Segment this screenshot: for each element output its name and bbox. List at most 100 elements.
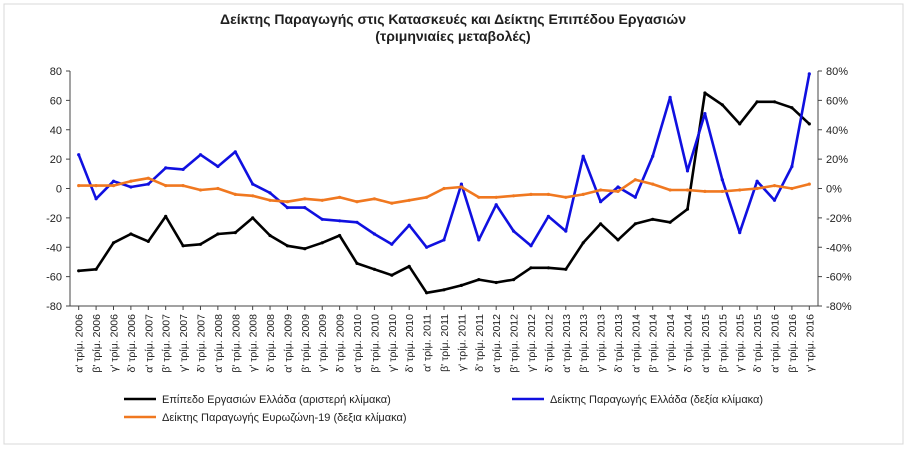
left-tick-label: 0: [56, 184, 62, 196]
data-point: [581, 154, 585, 158]
x-tick-label: γ' τρίμ. 2010: [387, 314, 399, 372]
data-point: [268, 198, 272, 202]
data-point: [772, 184, 777, 188]
data-point: [807, 122, 811, 126]
data-point: [355, 220, 359, 224]
x-tick-label: β' τρίμ. 2012: [509, 314, 521, 373]
data-point: [181, 184, 185, 188]
data-point: [425, 195, 429, 199]
x-tick-label: β' τρίμ. 2013: [578, 314, 590, 373]
data-point: [146, 239, 150, 243]
x-tick-label: β' τρίμ. 2008: [230, 314, 242, 373]
right-tick-label: 0%: [826, 184, 842, 196]
series-lines: [77, 72, 811, 295]
data-point: [372, 267, 376, 271]
data-point: [720, 178, 724, 182]
x-tick-label: γ' τρίμ. 2006: [108, 314, 120, 372]
right-tick-label: -80%: [826, 301, 852, 313]
data-point: [738, 188, 742, 192]
x-tick-label: γ' τρίμ. 2014: [665, 314, 677, 372]
data-point: [790, 186, 794, 191]
data-point: [703, 189, 707, 193]
x-tick-label: β' τρίμ. 2009: [300, 314, 312, 373]
data-point: [372, 197, 376, 201]
data-point: [442, 186, 446, 191]
x-tick-label: γ' τρίμ. 2009: [317, 314, 329, 372]
data-point: [616, 238, 620, 242]
data-point: [407, 264, 411, 268]
data-point: [233, 150, 237, 154]
data-point: [633, 222, 637, 226]
data-point: [668, 95, 672, 99]
data-point: [233, 231, 237, 235]
x-tick-label: β' τρίμ. 2011: [439, 314, 451, 372]
left-tick-label: -20: [46, 213, 62, 225]
left-tick-label: 20: [50, 154, 62, 166]
chart-frame: [3, 3, 904, 445]
data-point: [529, 244, 533, 248]
data-point: [390, 242, 394, 246]
data-point: [77, 269, 81, 273]
right-tick-label: -20%: [826, 213, 852, 225]
data-point: [599, 200, 603, 204]
left-tick-label: -40: [46, 242, 62, 254]
data-point: [511, 278, 516, 282]
legend-label: Επίπεδο Εργασιών Ελλάδα (αριστερή κλίμακ…: [162, 394, 391, 406]
x-tick-label: δ' τρίμ. 2014: [683, 314, 695, 373]
data-point: [564, 267, 568, 271]
chart-subtitle: (τριμηνιαίες μεταβολές): [375, 28, 530, 44]
x-tick-label: γ' τρίμ. 2016: [804, 314, 816, 372]
data-point: [511, 194, 516, 198]
data-point: [546, 266, 551, 270]
data-point: [146, 182, 150, 186]
data-point: [564, 229, 568, 233]
data-point: [477, 278, 481, 282]
data-point: [355, 200, 359, 204]
data-point: [720, 103, 724, 107]
data-point: [755, 100, 759, 104]
x-axis-ticks: α' τρίμ. 2006 β' τρίμ. 2006 γ' τρίμ. 2006 δ…: [74, 306, 816, 373]
data-point: [790, 106, 794, 110]
data-point: [146, 176, 150, 180]
data-point: [320, 198, 324, 202]
data-point: [251, 194, 255, 198]
data-point: [633, 178, 637, 182]
data-point: [599, 222, 603, 226]
data-point: [459, 185, 463, 189]
x-tick-label: δ' τρίμ. 2015: [752, 314, 764, 373]
data-point: [651, 154, 655, 158]
x-tick-label: γ' τρίμ. 2007: [178, 314, 190, 372]
x-tick-label: γ' τρίμ. 2013: [596, 314, 608, 372]
x-tick-label: α' τρίμ. 2013: [561, 314, 573, 373]
data-point: [546, 192, 551, 196]
data-point: [425, 245, 429, 249]
data-point: [807, 72, 811, 76]
data-point: [285, 200, 289, 204]
x-tick-label: α' τρίμ. 2006: [74, 314, 86, 373]
right-tick-label: 40%: [826, 125, 848, 137]
x-tick-label: β' τρίμ. 2014: [648, 314, 660, 373]
data-point: [164, 166, 168, 170]
data-point: [633, 195, 637, 199]
data-point: [268, 233, 272, 238]
data-point: [807, 182, 811, 186]
x-tick-label: γ' τρίμ. 2008: [248, 314, 260, 372]
right-tick-label: 80%: [826, 66, 848, 78]
data-point: [651, 182, 655, 186]
x-tick-label: β' τρίμ. 2006: [91, 314, 103, 373]
x-tick-label: δ' τρίμ. 2007: [195, 314, 207, 373]
left-tick-label: 80: [50, 66, 62, 78]
data-point: [111, 179, 116, 183]
data-point: [755, 179, 759, 183]
x-tick-label: α' τρίμ. 2016: [770, 314, 782, 373]
data-point: [442, 238, 446, 242]
data-point: [772, 100, 777, 104]
data-point: [668, 220, 672, 224]
data-point: [251, 216, 255, 220]
data-point: [320, 217, 324, 221]
axes: 80 60 40 20 0 -20 -40 -60 -80 80% 60% 40% 20% 0% -20% -…: [46, 66, 852, 313]
x-tick-label: α' τρίμ. 2008: [213, 314, 225, 373]
data-point: [651, 217, 655, 221]
data-point: [111, 184, 116, 188]
